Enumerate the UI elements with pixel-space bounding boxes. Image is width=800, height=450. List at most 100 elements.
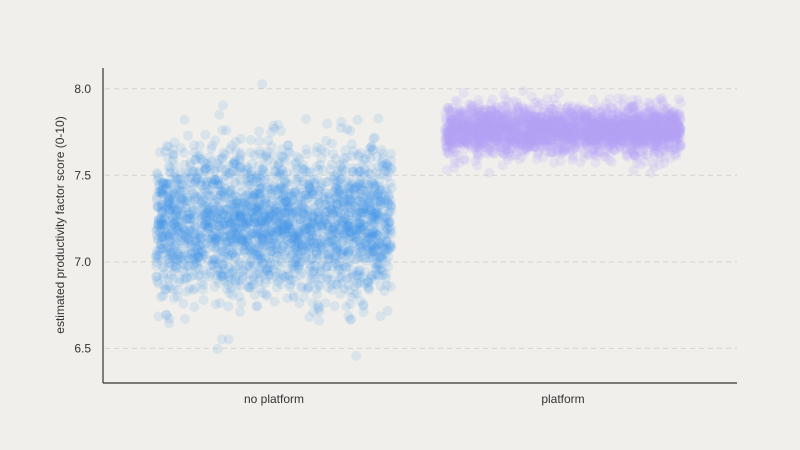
data-point (271, 196, 281, 207)
data-point (270, 214, 281, 225)
data-point (295, 214, 306, 225)
data-point (223, 272, 233, 282)
data-point (178, 298, 189, 309)
data-point (152, 230, 162, 241)
data-point (283, 146, 294, 157)
data-point (355, 265, 365, 276)
data-point (193, 247, 204, 258)
data-point (203, 216, 214, 227)
data-point (373, 191, 384, 202)
data-point (261, 192, 272, 203)
data-point (332, 168, 343, 179)
data-point (353, 213, 364, 224)
data-point (263, 135, 274, 146)
data-point (368, 190, 379, 200)
data-point (252, 205, 263, 216)
data-point (161, 185, 172, 196)
data-point (360, 170, 370, 181)
data-point (226, 249, 237, 260)
data-point (373, 261, 384, 271)
data-point (229, 265, 240, 276)
data-point (183, 173, 194, 184)
data-point (158, 269, 169, 280)
data-point (173, 223, 184, 234)
data-point (273, 159, 284, 170)
data-point (235, 150, 246, 161)
data-point (461, 121, 471, 132)
data-point (324, 236, 335, 247)
data-point (201, 186, 212, 197)
data-point (288, 234, 299, 245)
data-point (228, 210, 239, 221)
data-point (315, 239, 326, 250)
data-point (278, 230, 289, 240)
data-point (311, 250, 322, 261)
data-point (353, 278, 364, 289)
data-point (271, 282, 282, 293)
data-point (279, 224, 290, 235)
data-point (307, 218, 318, 229)
data-point (322, 206, 333, 217)
data-point (277, 144, 287, 155)
data-point (359, 203, 370, 214)
gridlines (105, 88, 737, 349)
data-point (273, 218, 284, 229)
data-point (209, 166, 220, 177)
data-point (290, 276, 301, 286)
data-point (290, 258, 301, 269)
data-point (384, 240, 395, 251)
data-point (221, 125, 232, 136)
data-point (219, 218, 230, 229)
data-point (532, 147, 543, 158)
data-point (170, 221, 181, 232)
data-point (283, 201, 294, 212)
data-point (351, 270, 362, 281)
data-point (324, 194, 335, 205)
data-point (341, 202, 352, 213)
data-point (272, 221, 282, 232)
data-point (162, 192, 173, 203)
data-point (386, 239, 396, 250)
data-point (375, 281, 386, 291)
data-point (242, 212, 253, 223)
data-point (314, 306, 325, 317)
data-point (162, 196, 173, 207)
data-point (227, 268, 238, 279)
data-point (289, 244, 300, 255)
data-point (383, 208, 394, 219)
data-point (358, 208, 369, 219)
data-point (270, 166, 281, 177)
data-point (313, 216, 323, 227)
data-point (198, 194, 209, 205)
data-point (370, 226, 381, 237)
data-point (184, 283, 195, 294)
data-point (226, 227, 237, 238)
data-point (293, 204, 304, 215)
data-point (450, 144, 461, 155)
data-point (354, 225, 365, 236)
data-point (290, 239, 301, 249)
data-point (240, 218, 251, 228)
data-point (370, 269, 381, 279)
data-point (264, 269, 275, 280)
data-point (313, 199, 324, 209)
data-point (188, 166, 199, 177)
data-point (268, 230, 279, 241)
data-point (157, 235, 167, 246)
data-point (342, 194, 353, 205)
data-point (352, 149, 363, 160)
data-point (298, 209, 309, 219)
data-point (162, 204, 173, 215)
data-point (367, 211, 378, 222)
data-point (184, 213, 195, 224)
data-point (183, 234, 193, 245)
data-point (322, 177, 333, 188)
data-point (270, 223, 281, 234)
data-point (361, 240, 372, 251)
data-point (282, 203, 293, 214)
data-point (174, 184, 185, 195)
data-point (167, 212, 178, 223)
data-point (296, 221, 307, 232)
data-point (294, 228, 304, 239)
data-point (284, 223, 295, 234)
